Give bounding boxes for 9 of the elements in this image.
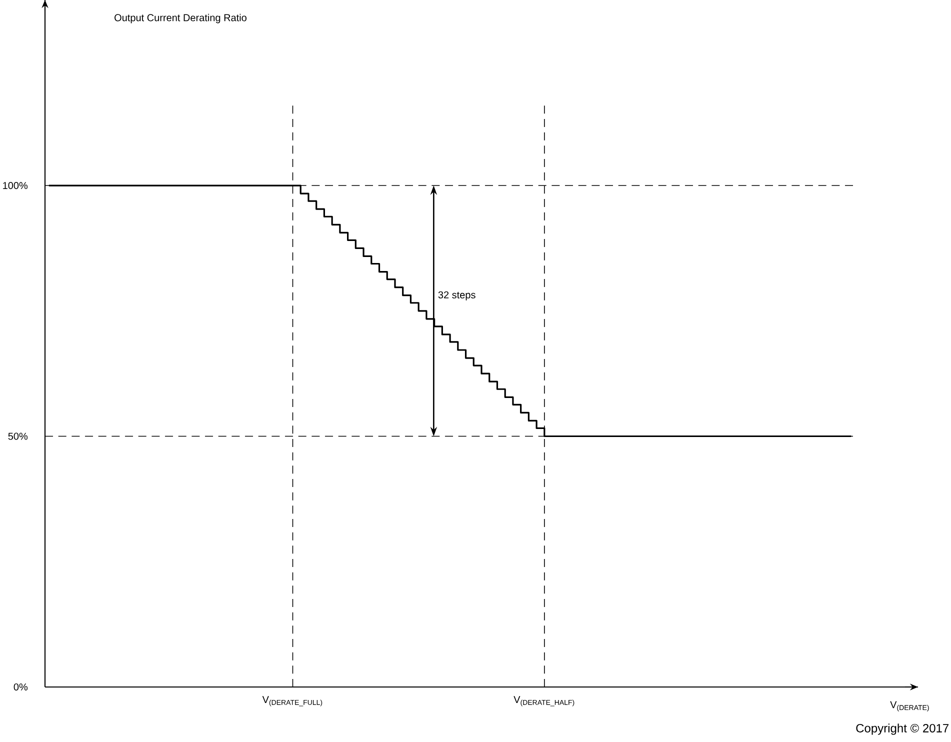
y-tick-label: 50% [8, 432, 28, 440]
y-axis-title: Output Current Derating Ratio [114, 14, 246, 24]
text: Copyright © 2017 [856, 724, 949, 735]
x-axis-title: V$_{(DERATE)}$ [890, 701, 929, 712]
x-tick-label: $\text{V}_{\text{(DERATE\_HALF)}}$ [514, 696, 574, 706]
x-tick-label: $\text{V}_{\text{(DERATE\_FULL)}}$ [262, 696, 322, 706]
annotation: 32 steps [438, 291, 476, 300]
y-tick-label: 0% [14, 683, 28, 691]
y-tick-label: 100% [3, 182, 28, 190]
